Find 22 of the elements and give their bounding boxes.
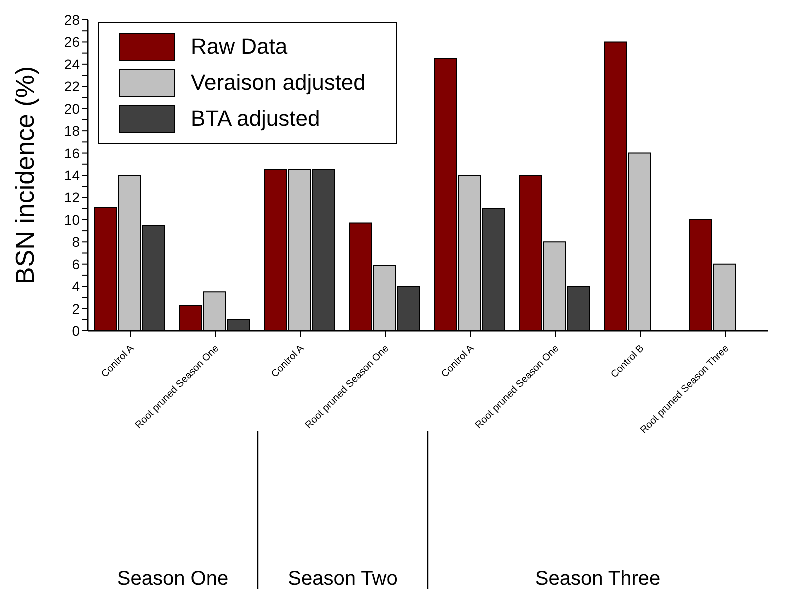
text: Season Two <box>288 568 398 590</box>
y-tick-label: 4 <box>72 278 80 295</box>
legend-label: Raw Data <box>191 34 288 60</box>
legend-label: Veraison adjusted <box>191 70 366 96</box>
legend-label: BTA adjusted <box>191 106 320 132</box>
y-tick-label: 2 <box>72 300 80 317</box>
y-tick-label: 10 <box>64 212 80 228</box>
y-tick-label: 8 <box>72 234 80 250</box>
y-tick-label: 14 <box>64 167 80 184</box>
y-tick-label: 22 <box>64 78 80 95</box>
y-tick-label: 20 <box>64 100 80 117</box>
y-tick-label: 28 <box>64 12 80 28</box>
y-tick-label: 0 <box>72 322 80 339</box>
y-tick-label: 18 <box>64 123 80 140</box>
text: Season One <box>117 568 229 590</box>
y-tick-label: 12 <box>64 190 80 206</box>
y-tick-label: 16 <box>64 145 80 162</box>
y-tick-label: 24 <box>64 56 80 72</box>
text: Season Three <box>535 568 661 590</box>
y-axis-title: BSN incidence (%) <box>10 66 40 285</box>
y-tick-label: 26 <box>64 34 80 50</box>
y-tick-label: 6 <box>72 256 80 272</box>
